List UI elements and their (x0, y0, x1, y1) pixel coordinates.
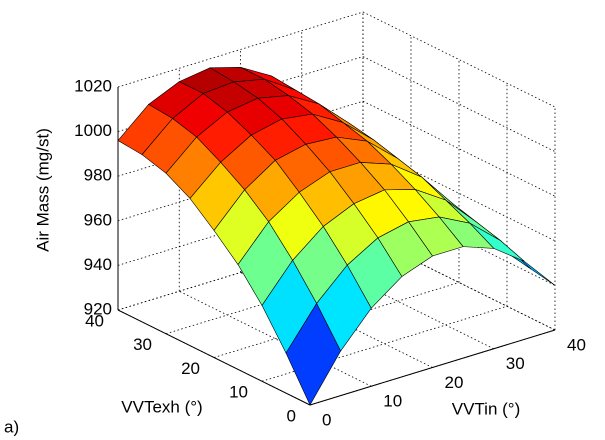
grid-line (117, 11, 364, 88)
y-tick-label: 30 (133, 335, 152, 354)
axis-line (309, 329, 556, 406)
z-tick-label: 1000 (74, 121, 112, 140)
surface-cell (285, 302, 341, 406)
grid-line (261, 305, 508, 382)
y-axis-label: VVTexh (°) (121, 397, 202, 416)
x-tick-label: 30 (506, 354, 525, 373)
y-tick-label: 20 (181, 359, 200, 378)
z-tick-label: 920 (84, 299, 112, 318)
z-tick-label: 980 (84, 166, 112, 185)
z-tick-label: 960 (84, 210, 112, 229)
panel-label: a) (4, 417, 19, 436)
y-tick-label: 40 (85, 311, 104, 330)
z-tick-label: 940 (84, 255, 112, 274)
x-tick-label: 20 (445, 373, 464, 392)
y-tick-label: 10 (229, 383, 248, 402)
x-tick-label: 40 (567, 335, 586, 354)
grid-line (117, 234, 364, 311)
axis-line (117, 309, 311, 406)
x-tick-label: 10 (383, 392, 402, 411)
x-tick-label: 0 (322, 410, 331, 429)
y-tick-label: 0 (287, 406, 296, 425)
x-axis-label: VVTin (°) (452, 399, 521, 418)
grid-line (362, 11, 556, 108)
z-tick-label: 1020 (74, 76, 112, 95)
z-axis-label: Air Mass (mg/st) (33, 128, 52, 252)
